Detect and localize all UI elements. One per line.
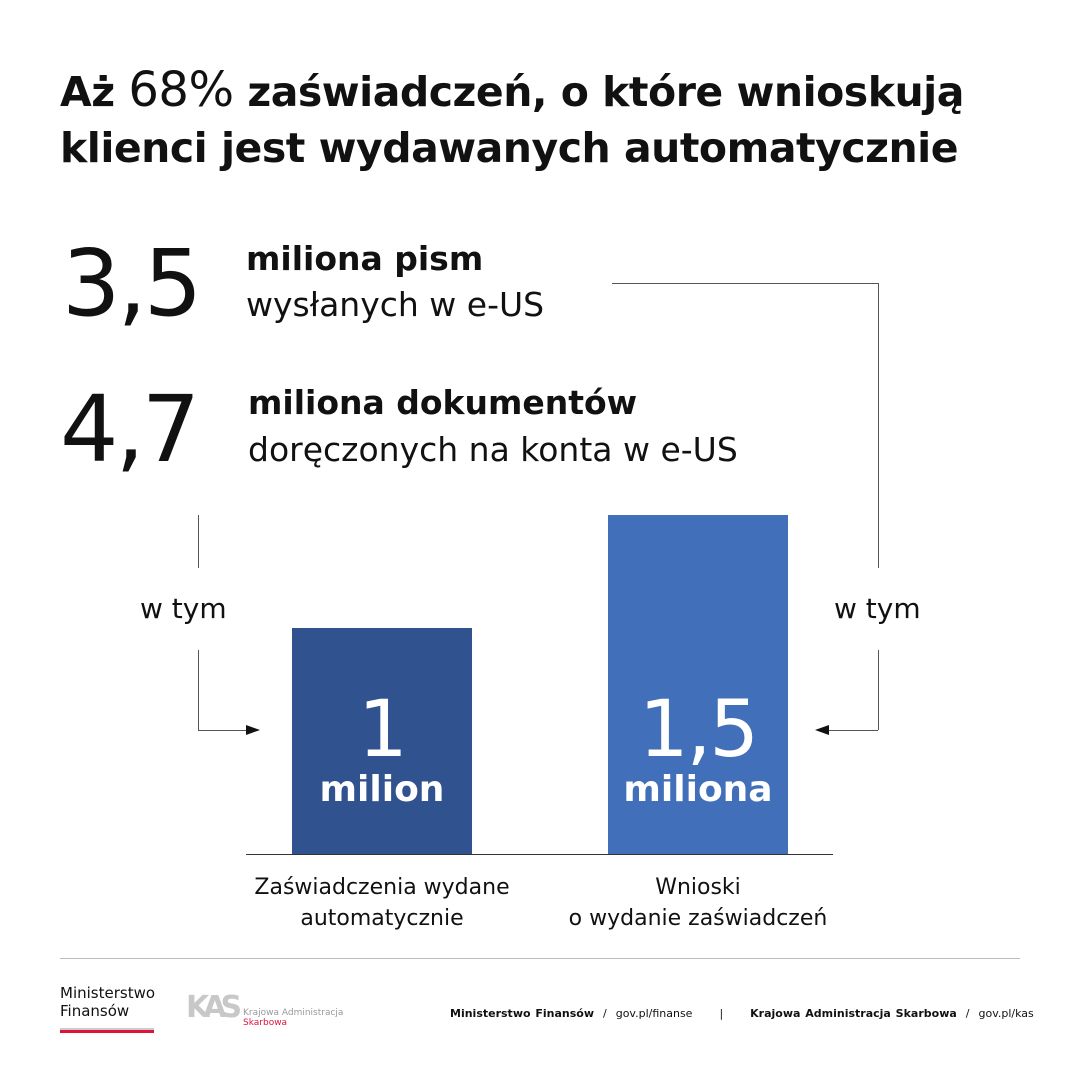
footer-mf-url[interactable]: gov.pl/finanse (615, 1007, 693, 1020)
connector-line (198, 650, 199, 730)
category-line: o wydanie zaświadczeń (568, 906, 828, 931)
logo-text: Krajowa Administracja (243, 1008, 344, 1018)
stat-text-1: wysłanych w e-US (246, 285, 545, 324)
data-label-unit: miliona (623, 769, 773, 810)
connector-line (198, 515, 199, 568)
title-rest: zaświadczeń, o które wnioskują (233, 68, 964, 116)
category-line: automatycznie (300, 906, 464, 931)
connector-line (828, 730, 878, 731)
footer-mf-name: Ministerstwo Finansów (450, 1007, 594, 1020)
separator: / (603, 1007, 607, 1020)
footer-kas-url[interactable]: gov.pl/kas (978, 1007, 1034, 1020)
category-label-2: Wnioski o wydanie zaświadczeń (538, 872, 858, 934)
data-label-unit: milion (319, 769, 445, 810)
title-line2: klienci jest wydawanych automatycznie (60, 124, 959, 172)
bar-automatic-certificates (292, 628, 472, 854)
baseline (246, 854, 833, 855)
title-percent: 68% (128, 62, 234, 118)
category-line: Wnioski (655, 875, 741, 900)
data-label-value: 1 (358, 685, 408, 775)
footer-divider (60, 958, 1020, 959)
footer-kas-name: Krajowa Administracja Skarbowa (750, 1007, 957, 1020)
data-label-value: 1,5 (638, 685, 759, 775)
arrow-left-icon (815, 725, 829, 735)
separator: / (965, 1007, 970, 1020)
logo-ministerstwo-finansow: Ministerstwo Finansów (60, 984, 160, 1033)
separator: | (719, 1007, 724, 1020)
stat-value-1: 3,5 (62, 230, 202, 337)
connector-line (878, 283, 879, 568)
stat-value-2: 4,7 (60, 376, 200, 483)
logo-kas-mark: KAS (186, 990, 242, 1025)
logo-text: Ministerstwo (60, 984, 156, 1002)
stat-bold-2: miliona dokumentów (248, 383, 638, 422)
connector-line (198, 730, 248, 731)
bar-requests (608, 515, 788, 854)
title-pre: Aż (60, 68, 129, 116)
stat-bold-1: miliona pism (246, 239, 484, 278)
connector-label-left: w tym (140, 592, 227, 625)
logo-text: Finansów (60, 1002, 130, 1020)
page-title: Aż 68% zaświadczeń, o które wnioskują kl… (60, 62, 1040, 176)
connector-line (612, 283, 878, 284)
data-label-1: 1 milion (292, 690, 472, 810)
connector-label-right: w tym (834, 592, 921, 625)
footer-links: Ministerstwo Finansów / gov.pl/finanse |… (450, 1007, 1034, 1020)
category-line: Zaświadczenia wydane (254, 875, 510, 900)
stat-text-2: doręczonych na konta w e-US (248, 430, 738, 469)
logo-text: Skarbowa (243, 1018, 288, 1028)
category-label-1: Zaświadczenia wydane automatycznie (222, 872, 542, 934)
connector-line (878, 650, 879, 730)
arrow-right-icon (246, 725, 260, 735)
logo-kas: Krajowa Administracja Skarbowa (243, 1008, 343, 1028)
data-label-2: 1,5 miliona (608, 690, 788, 810)
